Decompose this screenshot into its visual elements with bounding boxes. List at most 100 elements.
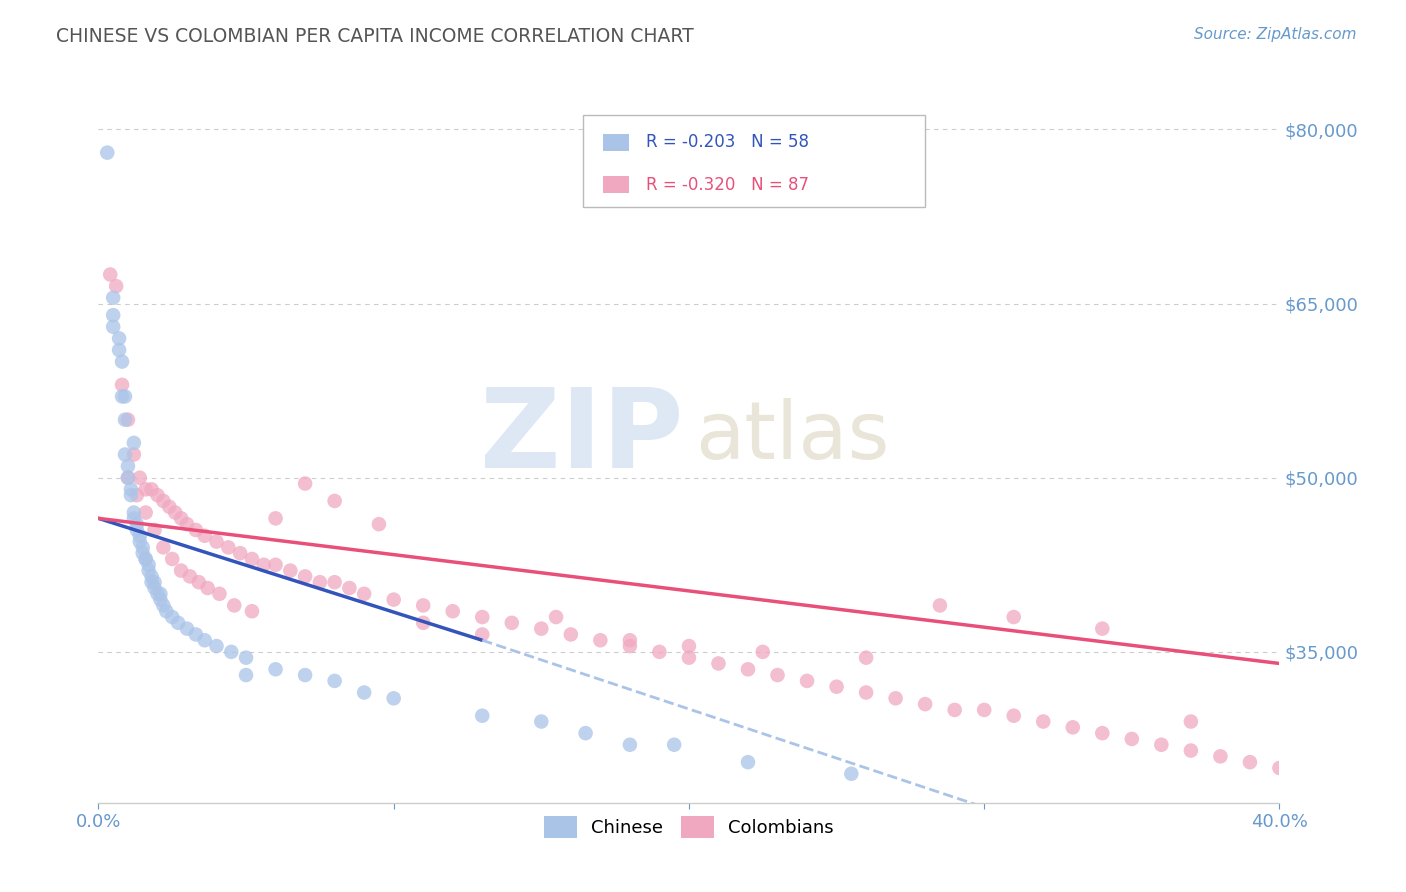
- Point: [294, 668, 316, 682]
- Point: [122, 448, 145, 462]
- Point: [143, 523, 166, 537]
- Point: [170, 564, 193, 578]
- Point: [146, 587, 169, 601]
- Legend: Chinese, Colombians: Chinese, Colombians: [537, 808, 841, 845]
- Point: [132, 546, 155, 560]
- Point: [323, 575, 346, 590]
- Point: [229, 546, 252, 560]
- Point: [224, 599, 246, 613]
- Point: [353, 587, 375, 601]
- Point: [825, 680, 848, 694]
- Point: [205, 534, 228, 549]
- Point: [1150, 738, 1173, 752]
- Point: [264, 662, 287, 676]
- Point: [128, 534, 150, 549]
- Point: [103, 319, 125, 334]
- Point: [117, 412, 139, 426]
- Point: [280, 564, 302, 578]
- Point: [111, 354, 134, 368]
- Point: [1091, 726, 1114, 740]
- Point: [103, 308, 125, 322]
- Point: [176, 517, 198, 532]
- Point: [1209, 749, 1232, 764]
- Point: [752, 645, 775, 659]
- Point: [884, 691, 907, 706]
- Point: [152, 541, 174, 555]
- Point: [96, 145, 118, 160]
- Bar: [603, 177, 628, 193]
- Point: [382, 691, 405, 706]
- Point: [170, 511, 193, 525]
- Point: [619, 639, 641, 653]
- Point: [353, 685, 375, 699]
- Point: [108, 331, 131, 345]
- Point: [973, 703, 995, 717]
- Point: [111, 389, 134, 403]
- Point: [1002, 610, 1025, 624]
- Point: [122, 511, 145, 525]
- Point: [707, 657, 730, 671]
- Point: [194, 633, 217, 648]
- Point: [157, 500, 180, 514]
- Point: [143, 575, 166, 590]
- Point: [152, 494, 174, 508]
- Point: [117, 471, 139, 485]
- Point: [120, 483, 142, 497]
- Text: ZIP: ZIP: [479, 384, 683, 491]
- Point: [1062, 720, 1084, 734]
- Point: [253, 558, 276, 572]
- Point: [339, 581, 361, 595]
- Point: [108, 343, 131, 357]
- Point: [98, 268, 121, 282]
- FancyBboxPatch shape: [582, 115, 925, 207]
- Point: [546, 610, 568, 624]
- Point: [117, 471, 139, 485]
- Point: [471, 627, 494, 641]
- Point: [114, 389, 136, 403]
- Point: [122, 436, 145, 450]
- Text: atlas: atlas: [695, 398, 889, 476]
- Point: [530, 714, 553, 729]
- Point: [1091, 622, 1114, 636]
- Point: [619, 738, 641, 752]
- Point: [737, 755, 759, 769]
- Text: Source: ZipAtlas.com: Source: ZipAtlas.com: [1194, 27, 1357, 42]
- Point: [217, 541, 239, 555]
- Point: [128, 471, 150, 485]
- Point: [221, 645, 243, 659]
- Point: [117, 459, 139, 474]
- Point: [501, 615, 523, 630]
- Point: [125, 523, 148, 537]
- Bar: [603, 135, 628, 151]
- Point: [1268, 761, 1291, 775]
- Point: [135, 506, 157, 520]
- Point: [323, 673, 346, 688]
- Point: [194, 529, 217, 543]
- Point: [235, 668, 257, 682]
- Point: [929, 599, 952, 613]
- Point: [176, 622, 198, 636]
- Point: [146, 488, 169, 502]
- Point: [184, 627, 207, 641]
- Point: [560, 627, 582, 641]
- Point: [737, 662, 759, 676]
- Point: [135, 483, 157, 497]
- Point: [114, 448, 136, 462]
- Point: [530, 622, 553, 636]
- Point: [152, 599, 174, 613]
- Point: [619, 633, 641, 648]
- Point: [294, 476, 316, 491]
- Point: [135, 552, 157, 566]
- Point: [125, 517, 148, 532]
- Point: [855, 685, 877, 699]
- Point: [1032, 714, 1054, 729]
- Point: [855, 650, 877, 665]
- Point: [135, 552, 157, 566]
- Point: [1002, 708, 1025, 723]
- Point: [412, 615, 434, 630]
- Point: [309, 575, 332, 590]
- Point: [105, 279, 128, 293]
- Point: [382, 592, 405, 607]
- Point: [141, 483, 163, 497]
- Point: [111, 377, 134, 392]
